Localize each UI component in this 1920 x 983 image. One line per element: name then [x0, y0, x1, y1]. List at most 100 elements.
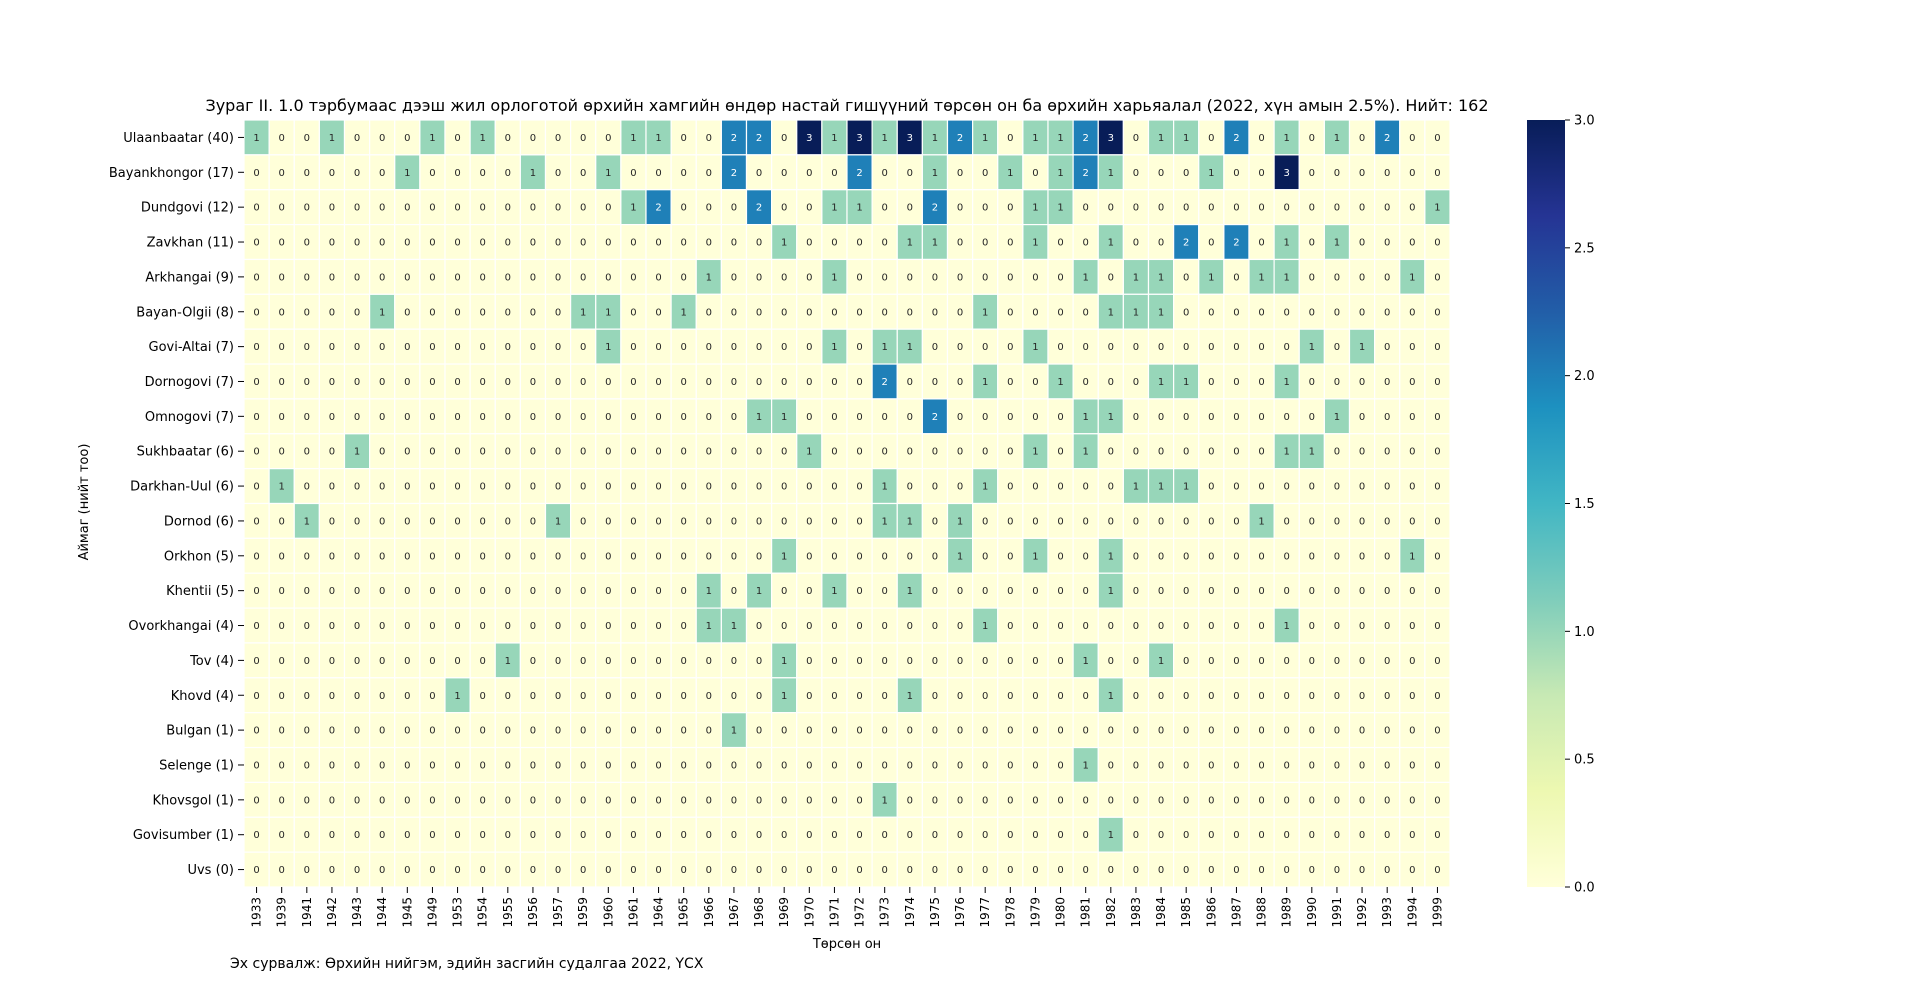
- cell-value-label: 0: [731, 760, 737, 771]
- cell-value-label: 0: [1258, 760, 1264, 771]
- cell-value-label: 0: [580, 586, 586, 597]
- cell-value-label: 0: [304, 795, 310, 806]
- heatmap-cell: [1323, 433, 1351, 470]
- cell-value-label: 0: [1284, 516, 1290, 527]
- heatmap-cell: [1047, 816, 1074, 853]
- cell-value-label: 0: [957, 760, 963, 771]
- heatmap-cell: [896, 851, 923, 888]
- heatmap-cell: [1022, 433, 1049, 470]
- heatmap-cell: [972, 189, 999, 226]
- cell-value-label: 0: [329, 586, 335, 597]
- colorbar-tick-label: 2.5: [1574, 241, 1595, 256]
- heatmap-cell: [1022, 223, 1049, 261]
- heatmap-cell: [1223, 677, 1250, 714]
- cell-value-label: 0: [731, 203, 737, 214]
- cell-value-label: 0: [555, 342, 561, 353]
- y-tick-label: Dornod (6): [164, 514, 234, 529]
- cell-value-label: 0: [1083, 238, 1089, 249]
- cell-value-label: 0: [505, 412, 511, 423]
- cell-value-label: 0: [932, 865, 938, 876]
- cell-value-label: 0: [329, 726, 335, 737]
- heatmap-cell: [1399, 223, 1426, 261]
- cell-value-label: 0: [982, 203, 988, 214]
- cell-value-label: 1: [1032, 133, 1038, 144]
- cell-value-label: 0: [1359, 621, 1365, 632]
- cell-value-label: 0: [580, 168, 586, 179]
- cell-value-label: 0: [706, 447, 712, 458]
- cell-value-label: 1: [907, 691, 913, 702]
- cell-value-label: 0: [1133, 760, 1139, 771]
- cell-value-label: 0: [279, 238, 285, 249]
- cell-value-label: 0: [304, 551, 310, 562]
- cell-value-label: 0: [982, 447, 988, 458]
- cell-value-label: 0: [1083, 865, 1089, 876]
- cell-value-label: 0: [1384, 272, 1390, 283]
- heatmap-cell: [821, 537, 848, 574]
- cell-value-label: 0: [279, 447, 285, 458]
- cell-value-label: 0: [505, 830, 511, 841]
- cell-value-label: 0: [1334, 203, 1340, 214]
- cell-value-label: 0: [304, 168, 310, 179]
- cell-value-label: 0: [1284, 551, 1290, 562]
- cell-value-label: 0: [304, 377, 310, 388]
- heatmap-cell: [620, 572, 647, 609]
- heatmap-cell: [1097, 328, 1124, 365]
- cell-value-label: 0: [454, 726, 460, 737]
- cell-value-label: 0: [1233, 412, 1239, 423]
- heatmap-cell: [494, 223, 521, 261]
- cell-value-label: 0: [907, 551, 913, 562]
- x-tick-label: 1974: [903, 897, 917, 928]
- cell-value-label: 0: [530, 412, 536, 423]
- heatmap-cell: [570, 537, 597, 574]
- cell-value-label: 0: [1284, 760, 1290, 771]
- cell-value-label: 0: [907, 168, 913, 179]
- heatmap-cell: [871, 712, 898, 749]
- x-tick-label: 1985: [1179, 897, 1193, 928]
- cell-value-label: 0: [1108, 795, 1114, 806]
- cell-value-label: 0: [1384, 691, 1390, 702]
- cell-value-label: 0: [1359, 516, 1365, 527]
- cell-value-label: 0: [932, 795, 938, 806]
- cell-value-label: 0: [1409, 203, 1415, 214]
- cell-value-label: 0: [379, 760, 385, 771]
- heatmap-cell: [243, 712, 270, 749]
- cell-value-label: 0: [706, 238, 712, 249]
- heatmap-cell: [1273, 746, 1300, 784]
- heatmap-cell: [846, 607, 873, 644]
- heatmap-cell: [1198, 572, 1225, 609]
- heatmap-cell: [1147, 677, 1175, 714]
- x-tick-label: 1968: [752, 897, 766, 928]
- heatmap-cell: [1298, 398, 1325, 435]
- cell-value-label: 0: [555, 691, 561, 702]
- cell-value-label: 0: [982, 272, 988, 283]
- cell-value-label: 1: [756, 586, 762, 597]
- heatmap-cell: [821, 433, 848, 470]
- cell-value-label: 0: [1158, 760, 1164, 771]
- cell-value-label: 0: [806, 726, 812, 737]
- heatmap-cell: [1374, 781, 1401, 818]
- cell-value-label: 1: [304, 516, 310, 527]
- cell-value-label: 0: [555, 133, 561, 144]
- heatmap-cell: [1323, 223, 1351, 261]
- heatmap-cell: [369, 189, 396, 226]
- cell-value-label: 0: [1258, 203, 1264, 214]
- cell-value-label: 0: [1359, 830, 1365, 841]
- cell-value-label: 0: [1133, 691, 1139, 702]
- cell-value-label: 0: [756, 482, 762, 493]
- cell-value-label: 1: [605, 342, 611, 353]
- cell-value-label: 1: [1083, 760, 1089, 771]
- cell-value-label: 0: [932, 726, 938, 737]
- heatmap-cell: [645, 642, 672, 679]
- cell-value-label: 0: [655, 412, 661, 423]
- cell-value-label: 0: [1057, 760, 1063, 771]
- cell-value-label: 0: [882, 238, 888, 249]
- cell-value-label: 0: [505, 342, 511, 353]
- cell-value-label: 0: [1409, 307, 1415, 318]
- heatmap-cell: [771, 433, 798, 470]
- heatmap-cell: [1147, 223, 1175, 261]
- heatmap-cell: [1173, 189, 1200, 226]
- cell-value-label: 0: [856, 377, 862, 388]
- cell-value-label: 0: [1384, 726, 1390, 737]
- x-tick-label: 1993: [1380, 897, 1394, 928]
- cell-value-label: 0: [856, 586, 862, 597]
